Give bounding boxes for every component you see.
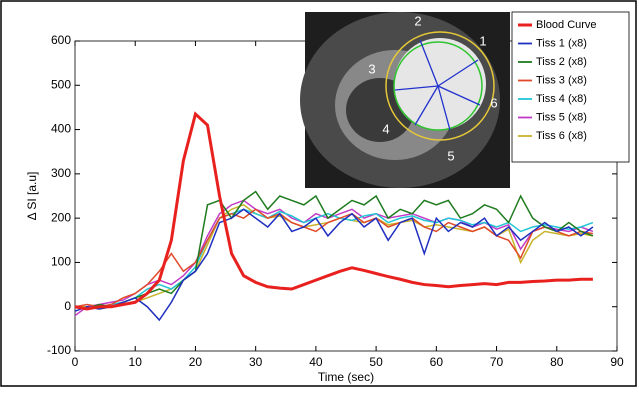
inset-label: 1 <box>479 33 486 48</box>
legend-label: Tiss 2 (x8) <box>536 56 587 68</box>
x-tick-label: 0 <box>72 355 79 369</box>
inset-label: 6 <box>490 95 497 110</box>
legend-label: Tiss 4 (x8) <box>536 93 587 105</box>
x-tick-label: 40 <box>309 355 323 369</box>
x-tick-label: 60 <box>430 355 444 369</box>
y-tick-label: 300 <box>51 166 71 180</box>
inset-label: 5 <box>447 148 454 163</box>
legend-label: Blood Curve <box>536 19 597 31</box>
x-tick-label: 90 <box>610 355 624 369</box>
x-tick-label: 70 <box>490 355 504 369</box>
page: Time (sec) Δ SI [a.u] -10001002003004005… <box>0 0 639 393</box>
x-tick-label: 50 <box>369 355 383 369</box>
chart: Time (sec) Δ SI [a.u] -10001002003004005… <box>0 0 639 388</box>
x-tick-label: 30 <box>249 355 263 369</box>
legend-label: Tiss 6 (x8) <box>536 130 587 142</box>
x-axis-label: Time (sec) <box>318 370 374 384</box>
x-tick-label: 80 <box>550 355 564 369</box>
inset-label: 2 <box>414 13 421 28</box>
y-tick-label: -100 <box>47 343 71 357</box>
inset-label: 4 <box>382 121 389 136</box>
legend-label: Tiss 1 (x8) <box>536 37 587 49</box>
legend-label: Tiss 5 (x8) <box>536 111 587 123</box>
y-tick-label: 200 <box>51 210 71 224</box>
y-tick-label: 500 <box>51 77 71 91</box>
y-tick-label: 100 <box>51 255 71 269</box>
inset-label: 3 <box>368 61 375 76</box>
y-axis-label: Δ SI [a.u] <box>25 172 39 221</box>
legend-label: Tiss 3 (x8) <box>536 74 587 86</box>
y-tick-label: 400 <box>51 122 71 136</box>
y-tick-label: 600 <box>51 33 71 47</box>
x-tick-label: 20 <box>189 355 203 369</box>
y-tick-label: 0 <box>64 299 71 313</box>
x-tick-label: 10 <box>129 355 143 369</box>
